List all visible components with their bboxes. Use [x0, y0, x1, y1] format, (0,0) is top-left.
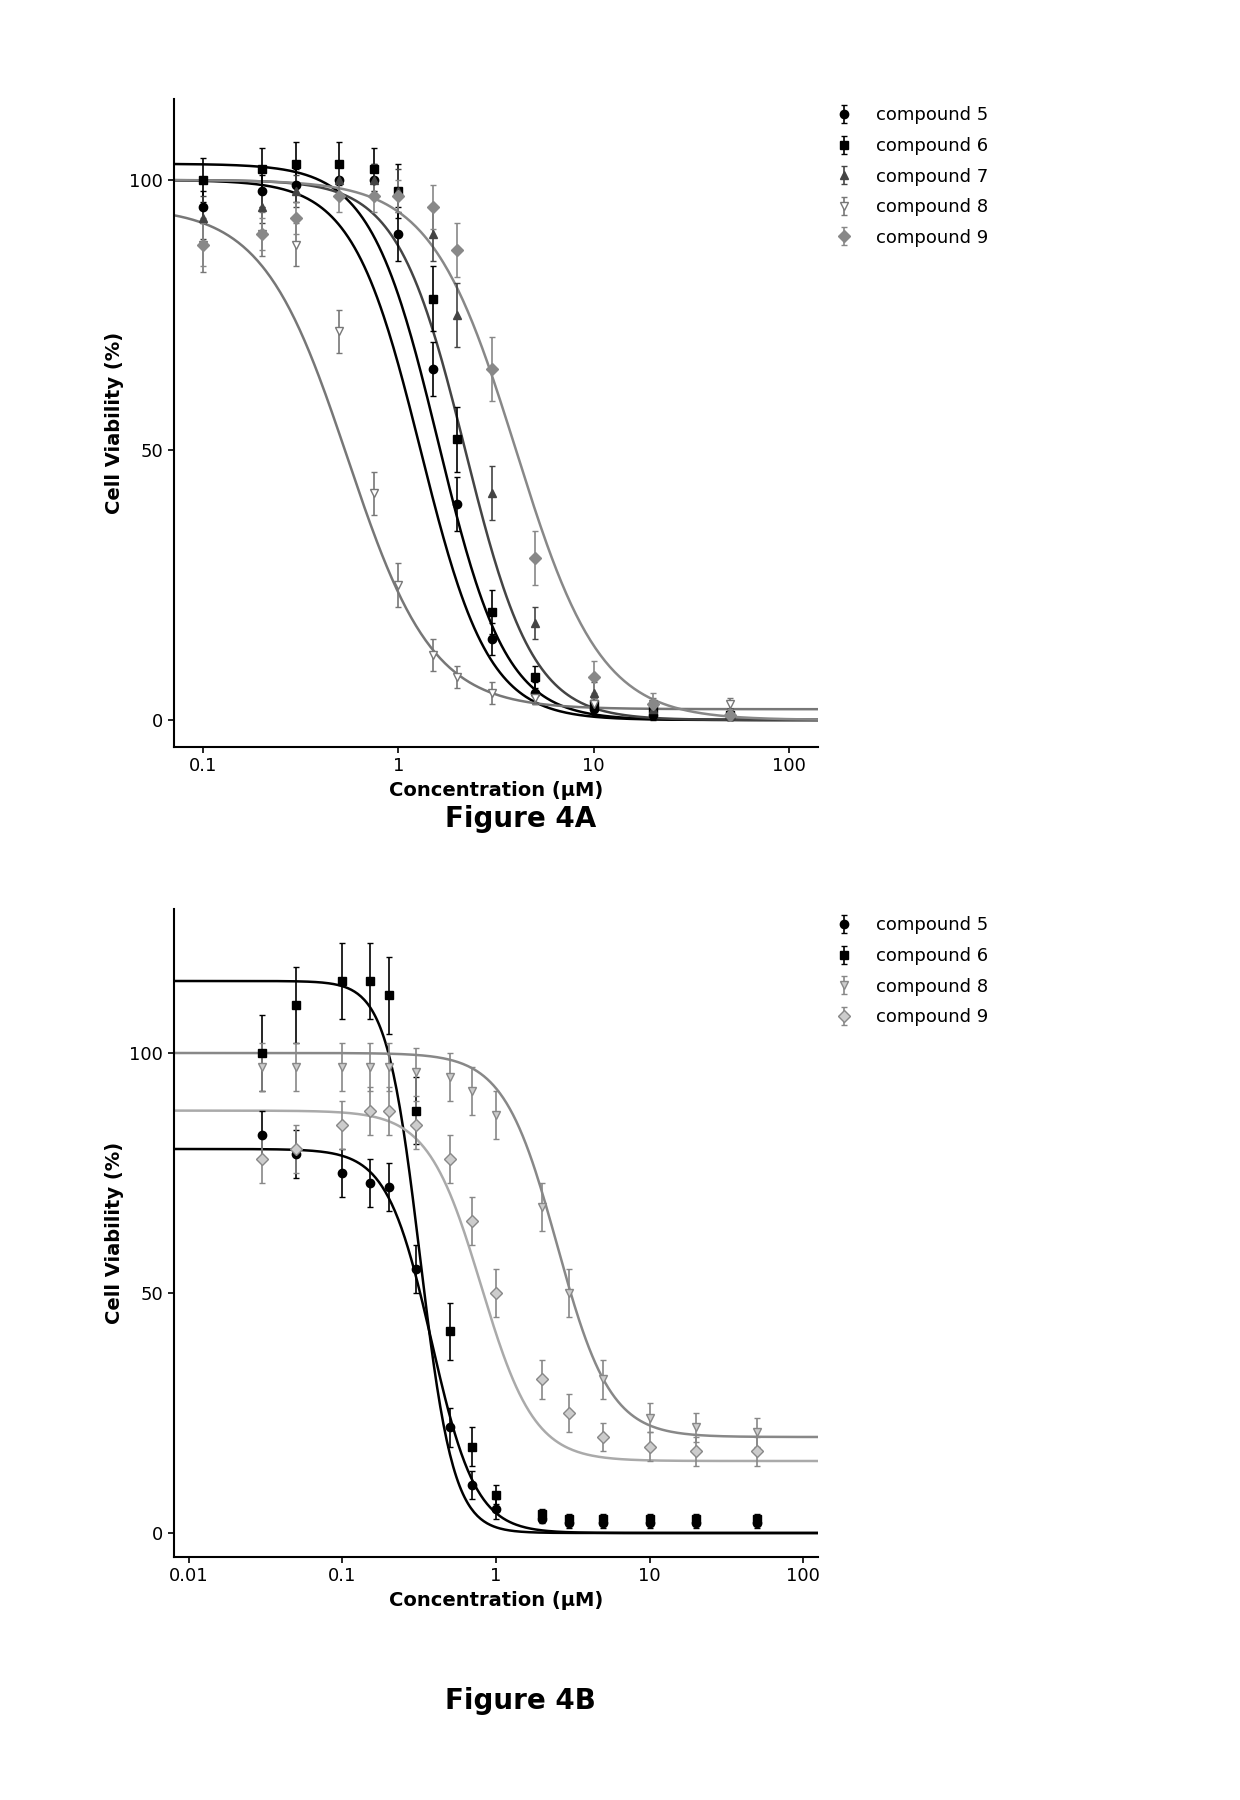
Legend: compound 5, compound 6, compound 7, compound 8, compound 9: compound 5, compound 6, compound 7, comp… [818, 99, 996, 254]
Y-axis label: Cell Viability (%): Cell Viability (%) [104, 331, 124, 515]
X-axis label: Concentration (μM): Concentration (μM) [389, 781, 603, 799]
X-axis label: Concentration (μM): Concentration (μM) [389, 1591, 603, 1609]
Legend: compound 5, compound 6, compound 8, compound 9: compound 5, compound 6, compound 8, comp… [818, 909, 996, 1033]
Text: Figure 4B: Figure 4B [445, 1687, 596, 1715]
Y-axis label: Cell Viability (%): Cell Viability (%) [104, 1141, 124, 1325]
Text: Figure 4A: Figure 4A [445, 805, 596, 833]
